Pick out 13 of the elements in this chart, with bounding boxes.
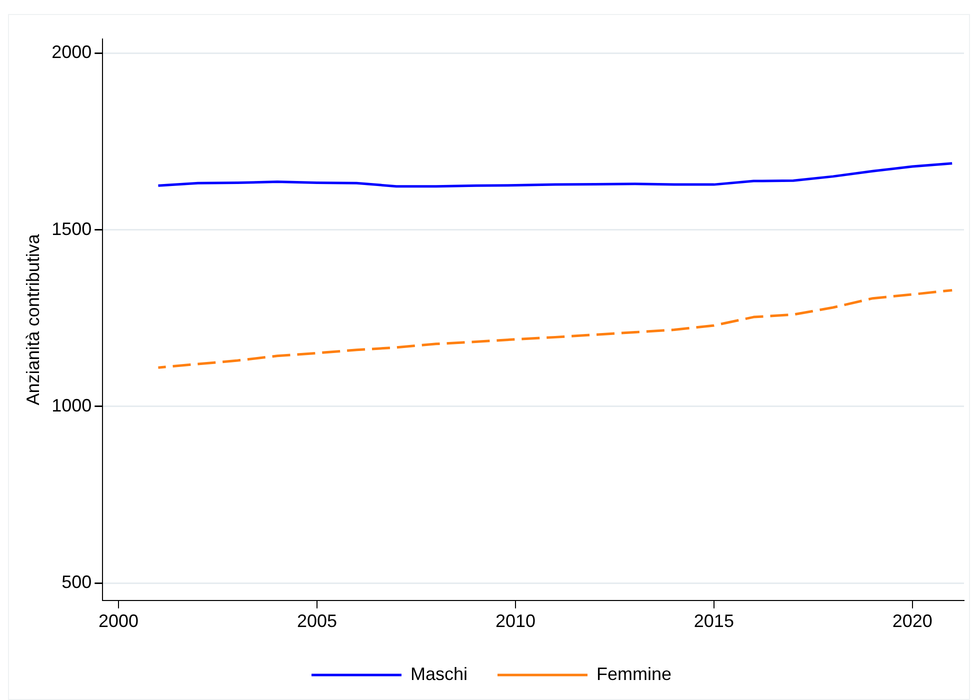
- line-series: [156, 288, 954, 369]
- legend-label: Maschi: [410, 664, 468, 684]
- x-tick-label: 2015: [694, 611, 734, 632]
- y-tick-label: 1000: [52, 395, 92, 416]
- x-tick-label: 2005: [296, 611, 338, 632]
- x-tick-label: 2010: [495, 611, 536, 632]
- y-tick-label: 2000: [52, 42, 92, 62]
- x-tick-label: 2000: [98, 611, 139, 632]
- y-tick-label: 500: [62, 572, 92, 592]
- x-tick-label: 2020: [892, 611, 932, 632]
- y-tick-label: 1500: [52, 218, 92, 239]
- y-axis-title: Anzianità contributiva: [22, 233, 43, 406]
- legend-label: Femmine: [596, 664, 672, 684]
